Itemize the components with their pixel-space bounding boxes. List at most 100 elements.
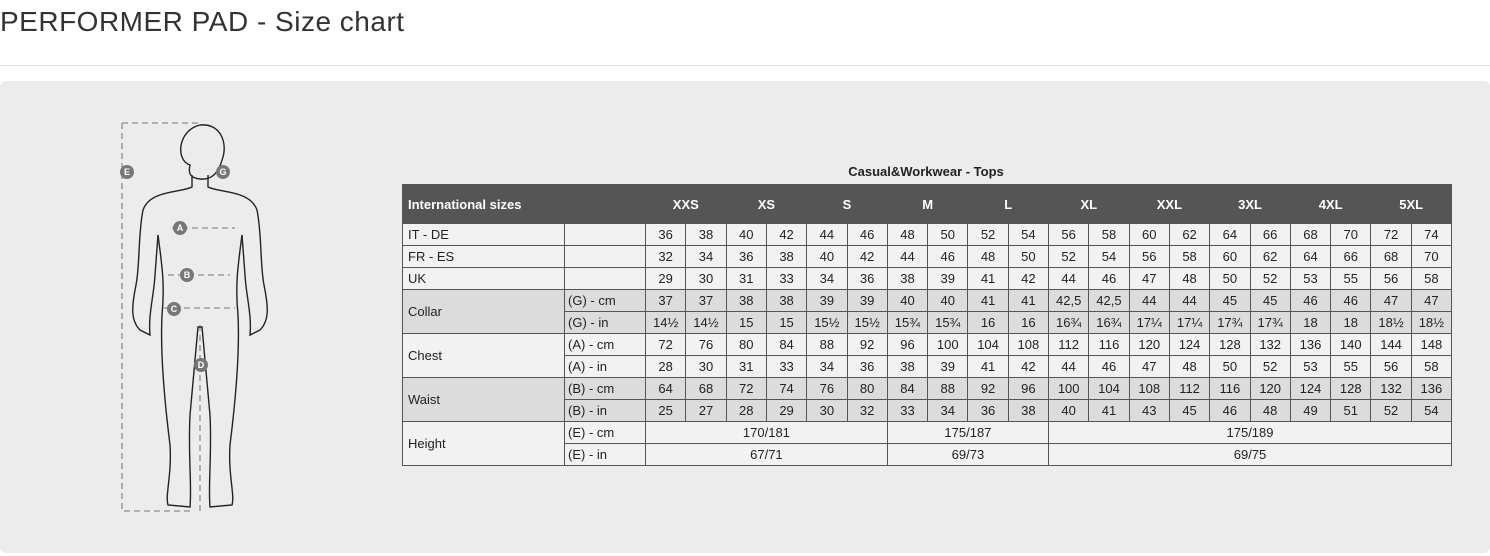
table-row: Chest (A) - cm 72 76 80 84 88 92 96 100 104 108 112 1… <box>402 333 1453 378</box>
size-value: 64 <box>1209 223 1251 246</box>
header-row: International sizes XXS XS S M L XL XXL 3XL 4XL 5X… <box>402 184 1452 224</box>
size-value: 120 <box>1128 333 1170 356</box>
header-size: 4XL <box>1289 184 1372 224</box>
row-label: Waist <box>402 377 565 422</box>
size-value: 28 <box>644 355 687 378</box>
size-value: 55 <box>1330 355 1372 378</box>
size-value: 44 <box>806 223 848 246</box>
svg-text:D: D <box>198 360 205 370</box>
size-value: 38 <box>886 355 929 378</box>
size-value: 55 <box>1330 267 1372 290</box>
header-international-sizes: International sizes <box>402 184 565 224</box>
size-value: 51 <box>1330 399 1372 422</box>
size-value: 88 <box>927 377 969 400</box>
size-value: 50 <box>1007 245 1050 268</box>
size-table: International sizes XXS XS S M L XL XXL 3XL 4XL 5X… <box>402 184 1453 466</box>
row-unit: (G) - cm <box>564 289 646 312</box>
size-value: 38 <box>1007 399 1050 422</box>
height-range: 170/181 <box>645 421 888 444</box>
size-value: 18 <box>1289 311 1332 334</box>
size-value: 76 <box>685 333 727 356</box>
marker-a: A <box>173 221 187 235</box>
size-value: 72 <box>725 377 767 400</box>
svg-text:B: B <box>184 270 191 280</box>
size-value: 136 <box>1410 377 1453 400</box>
size-value: 16¾ <box>1088 311 1130 334</box>
header-size: 3XL <box>1209 184 1291 224</box>
row-label: Height <box>402 421 565 466</box>
size-value: 16 <box>967 311 1009 334</box>
size-value: 44 <box>1168 289 1211 312</box>
row-label: FR - ES <box>402 245 565 268</box>
row-unit: (A) - cm <box>564 333 646 356</box>
size-value: 43 <box>1128 399 1170 422</box>
size-value: 15 <box>725 311 767 334</box>
size-value: 38 <box>765 245 808 268</box>
size-value: 46 <box>1088 267 1130 290</box>
size-value: 39 <box>846 289 888 312</box>
size-value: 34 <box>806 355 848 378</box>
height-range: 175/189 <box>1048 421 1452 444</box>
size-value: 53 <box>1289 355 1332 378</box>
size-value: 58 <box>1168 245 1211 268</box>
size-value: 33 <box>765 355 808 378</box>
size-value: 74 <box>765 377 808 400</box>
table-row: (G) - in 14½ 14½ 15 15 15½ 15½ 15¾ 15¾ 16 16 16¾ 16¾… <box>403 311 1453 334</box>
size-value: 37 <box>644 289 687 312</box>
size-value: 104 <box>967 333 1009 356</box>
height-range: 69/73 <box>886 443 1050 466</box>
size-value: 96 <box>886 333 929 356</box>
size-value: 128 <box>1330 377 1372 400</box>
size-value: 30 <box>685 355 727 378</box>
size-value: 38 <box>685 223 727 246</box>
size-value: 31 <box>725 267 767 290</box>
size-value: 16¾ <box>1048 311 1090 334</box>
size-value: 39 <box>927 267 969 290</box>
size-value: 54 <box>1088 245 1130 268</box>
size-value: 36 <box>644 223 687 246</box>
size-value: 47 <box>1410 289 1453 312</box>
size-value: 52 <box>1249 355 1291 378</box>
size-value: 70 <box>1410 245 1453 268</box>
size-value: 42,5 <box>1048 289 1090 312</box>
size-value: 48 <box>1249 399 1291 422</box>
size-value: 14½ <box>685 311 727 334</box>
size-value: 58 <box>1410 355 1453 378</box>
height-range: 69/75 <box>1048 443 1452 466</box>
size-value: 36 <box>846 267 888 290</box>
size-value: 36 <box>967 399 1009 422</box>
size-value: 116 <box>1209 377 1251 400</box>
size-value: 46 <box>1209 399 1251 422</box>
size-value: 112 <box>1048 333 1090 356</box>
table-row: (E) - in 67/71 69/73 69/75 <box>403 443 1452 466</box>
size-value: 18½ <box>1370 311 1412 334</box>
size-value: 66 <box>1330 245 1372 268</box>
size-value: 44 <box>1048 267 1090 290</box>
size-value: 31 <box>725 355 767 378</box>
size-value: 62 <box>1249 245 1291 268</box>
header-size: XL <box>1048 184 1130 224</box>
size-value: 80 <box>846 377 888 400</box>
size-value: 33 <box>765 267 808 290</box>
row-unit: (A) - in <box>564 355 646 378</box>
row-unit: (E) - in <box>564 443 646 466</box>
size-value: 45 <box>1168 399 1211 422</box>
size-value: 84 <box>886 377 929 400</box>
header-unit <box>564 184 646 224</box>
size-value: 56 <box>1370 267 1412 290</box>
table-row: Waist (B) - cm 64 68 72 74 76 80 84 88 92 96 100 104 1… <box>402 377 1453 422</box>
marker-g: G <box>216 165 230 179</box>
marker-c: C <box>167 302 181 316</box>
size-value: 42,5 <box>1088 289 1130 312</box>
size-value: 112 <box>1168 377 1211 400</box>
size-value: 62 <box>1168 223 1211 246</box>
size-value: 33 <box>886 399 929 422</box>
size-value: 41 <box>1007 289 1050 312</box>
size-value: 40 <box>927 289 969 312</box>
row-label: Chest <box>402 333 565 378</box>
size-value: 47 <box>1128 267 1170 290</box>
size-value: 17¾ <box>1209 311 1251 334</box>
size-value: 41 <box>967 355 1009 378</box>
row-unit <box>564 267 646 290</box>
size-value: 44 <box>886 245 929 268</box>
